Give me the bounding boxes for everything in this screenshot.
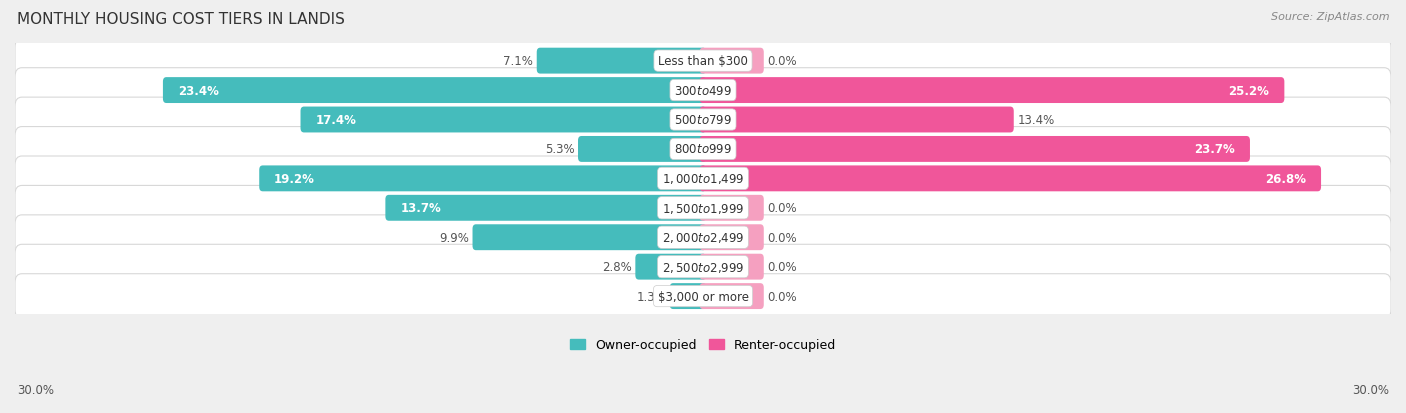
Text: 13.7%: 13.7%: [401, 202, 441, 215]
Text: 7.1%: 7.1%: [503, 55, 533, 68]
Text: 0.0%: 0.0%: [768, 261, 797, 273]
FancyBboxPatch shape: [15, 274, 1391, 319]
Text: 23.4%: 23.4%: [177, 84, 219, 97]
Text: 0.0%: 0.0%: [768, 55, 797, 68]
Text: MONTHLY HOUSING COST TIERS IN LANDIS: MONTHLY HOUSING COST TIERS IN LANDIS: [17, 12, 344, 27]
Text: 0.0%: 0.0%: [768, 231, 797, 244]
Text: Source: ZipAtlas.com: Source: ZipAtlas.com: [1271, 12, 1389, 22]
FancyBboxPatch shape: [15, 98, 1391, 142]
FancyBboxPatch shape: [301, 107, 706, 133]
FancyBboxPatch shape: [700, 254, 763, 280]
Text: $3,000 or more: $3,000 or more: [658, 290, 748, 303]
Text: 1.3%: 1.3%: [637, 290, 666, 303]
Text: 30.0%: 30.0%: [1353, 384, 1389, 396]
FancyBboxPatch shape: [15, 69, 1391, 113]
Text: 30.0%: 30.0%: [17, 384, 53, 396]
Text: $2,000 to $2,499: $2,000 to $2,499: [662, 231, 744, 244]
FancyBboxPatch shape: [15, 39, 1391, 84]
Text: 5.3%: 5.3%: [546, 143, 575, 156]
FancyBboxPatch shape: [15, 186, 1391, 230]
Legend: Owner-occupied, Renter-occupied: Owner-occupied, Renter-occupied: [565, 333, 841, 356]
FancyBboxPatch shape: [636, 254, 706, 280]
Text: $1,000 to $1,499: $1,000 to $1,499: [662, 172, 744, 186]
FancyBboxPatch shape: [163, 78, 706, 104]
FancyBboxPatch shape: [15, 244, 1391, 290]
FancyBboxPatch shape: [15, 157, 1391, 201]
FancyBboxPatch shape: [700, 137, 1250, 162]
Text: $300 to $499: $300 to $499: [673, 84, 733, 97]
Text: 25.2%: 25.2%: [1229, 84, 1270, 97]
FancyBboxPatch shape: [472, 225, 706, 251]
FancyBboxPatch shape: [700, 225, 763, 251]
FancyBboxPatch shape: [700, 195, 763, 221]
FancyBboxPatch shape: [669, 283, 706, 309]
Text: $2,500 to $2,999: $2,500 to $2,999: [662, 260, 744, 274]
Text: 19.2%: 19.2%: [274, 173, 315, 185]
FancyBboxPatch shape: [537, 49, 706, 74]
FancyBboxPatch shape: [578, 137, 706, 162]
FancyBboxPatch shape: [385, 195, 706, 221]
Text: 0.0%: 0.0%: [768, 290, 797, 303]
Text: 9.9%: 9.9%: [439, 231, 470, 244]
FancyBboxPatch shape: [15, 127, 1391, 172]
FancyBboxPatch shape: [259, 166, 706, 192]
Text: 0.0%: 0.0%: [768, 202, 797, 215]
FancyBboxPatch shape: [700, 283, 763, 309]
Text: 26.8%: 26.8%: [1265, 173, 1306, 185]
Text: Less than $300: Less than $300: [658, 55, 748, 68]
Text: 2.8%: 2.8%: [602, 261, 631, 273]
Text: $1,500 to $1,999: $1,500 to $1,999: [662, 201, 744, 215]
FancyBboxPatch shape: [15, 215, 1391, 260]
FancyBboxPatch shape: [700, 166, 1322, 192]
Text: $800 to $999: $800 to $999: [673, 143, 733, 156]
FancyBboxPatch shape: [700, 49, 763, 74]
Text: 23.7%: 23.7%: [1194, 143, 1234, 156]
Text: $500 to $799: $500 to $799: [673, 114, 733, 127]
Text: 13.4%: 13.4%: [1017, 114, 1054, 127]
FancyBboxPatch shape: [700, 78, 1284, 104]
Text: 17.4%: 17.4%: [315, 114, 356, 127]
FancyBboxPatch shape: [700, 107, 1014, 133]
